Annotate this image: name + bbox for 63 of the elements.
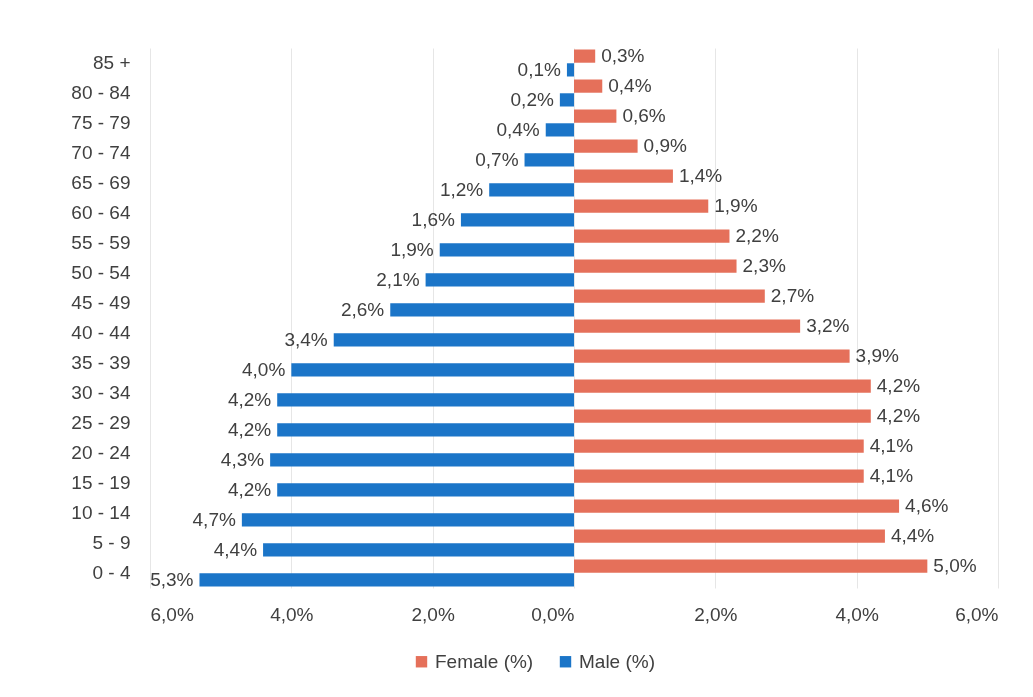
data-label: 4,2% [227, 478, 272, 500]
y-tick-label: 50 - 54 [71, 262, 131, 283]
data-label: 2,6% [340, 298, 385, 320]
y-tick-label: 65 - 69 [71, 172, 131, 193]
data-label: 4,3% [220, 448, 265, 470]
data-label: 4,7% [192, 508, 236, 530]
y-tick-label: 60 - 64 [71, 202, 131, 223]
x-tick-label: 4,0% [270, 603, 314, 625]
y-tick-label: 75 - 79 [71, 112, 131, 133]
x-tick-label: 6,0% [150, 603, 194, 625]
data-label: 1,6% [411, 208, 456, 230]
data-label: 2,2% [735, 225, 779, 247]
data-label: 4,6% [905, 495, 949, 517]
y-tick-label: 70 - 74 [71, 142, 131, 163]
y-tick-label: 55 - 59 [71, 232, 131, 253]
data-label: 4,1% [869, 435, 914, 457]
data-label: 4,2% [227, 418, 272, 440]
y-tick-label: 80 - 84 [71, 82, 131, 103]
x-tick-label: 4,0% [835, 603, 879, 625]
y-tick-label: 5 - 9 [92, 532, 131, 553]
data-label: 3,2% [806, 315, 850, 337]
y-tick-label: 40 - 44 [71, 322, 131, 343]
y-tick-label: 15 - 19 [71, 472, 131, 493]
y-tick-label: 10 - 14 [71, 502, 131, 523]
data-label: 0,2% [510, 88, 554, 110]
x-tick-label: 0,0% [531, 603, 575, 625]
data-label: 4,2% [876, 375, 921, 397]
data-label: 1,9% [714, 195, 758, 217]
data-label: 0,3% [601, 45, 645, 67]
legend-label: Female (%) [435, 650, 534, 672]
y-tick-label: 35 - 39 [71, 352, 131, 373]
data-label: 0,1% [517, 58, 562, 80]
y-tick-label: 25 - 29 [71, 412, 131, 433]
data-label: 4,2% [876, 405, 921, 427]
legend-label: Male (%) [579, 650, 656, 672]
data-label: 3,9% [855, 345, 900, 367]
data-label: 5,0% [933, 555, 977, 577]
data-label: 4,1% [869, 465, 914, 487]
data-label: 4,4% [213, 538, 258, 560]
data-label: 0,4% [608, 75, 652, 97]
x-tick-label: 2,0% [411, 603, 455, 625]
x-tick-label: 6,0% [955, 603, 999, 625]
data-label: 2,3% [742, 255, 786, 277]
data-label: 5,3% [150, 568, 194, 590]
data-label: 1,4% [678, 165, 723, 187]
data-label: 2,1% [376, 268, 420, 290]
y-tick-label: 45 - 49 [71, 292, 131, 313]
y-tick-label: 20 - 24 [71, 442, 131, 463]
data-label: 0,4% [496, 118, 540, 140]
data-label: 0,7% [475, 148, 519, 170]
data-label: 4,4% [890, 525, 935, 547]
data-label: 1,2% [439, 178, 484, 200]
data-label: 4,2% [227, 388, 272, 410]
data-label: 0,6% [622, 105, 666, 127]
data-label: 0,9% [643, 135, 688, 157]
data-label: 1,9% [390, 238, 434, 260]
x-tick-label: 2,0% [694, 603, 738, 625]
data-label: 2,7% [770, 285, 815, 307]
y-tick-label: 30 - 34 [71, 382, 131, 403]
y-tick-label: 0 - 4 [92, 562, 131, 583]
data-label: 3,4% [284, 328, 328, 350]
data-label: 4,0% [242, 358, 286, 380]
y-tick-label: 85 + [92, 52, 131, 73]
